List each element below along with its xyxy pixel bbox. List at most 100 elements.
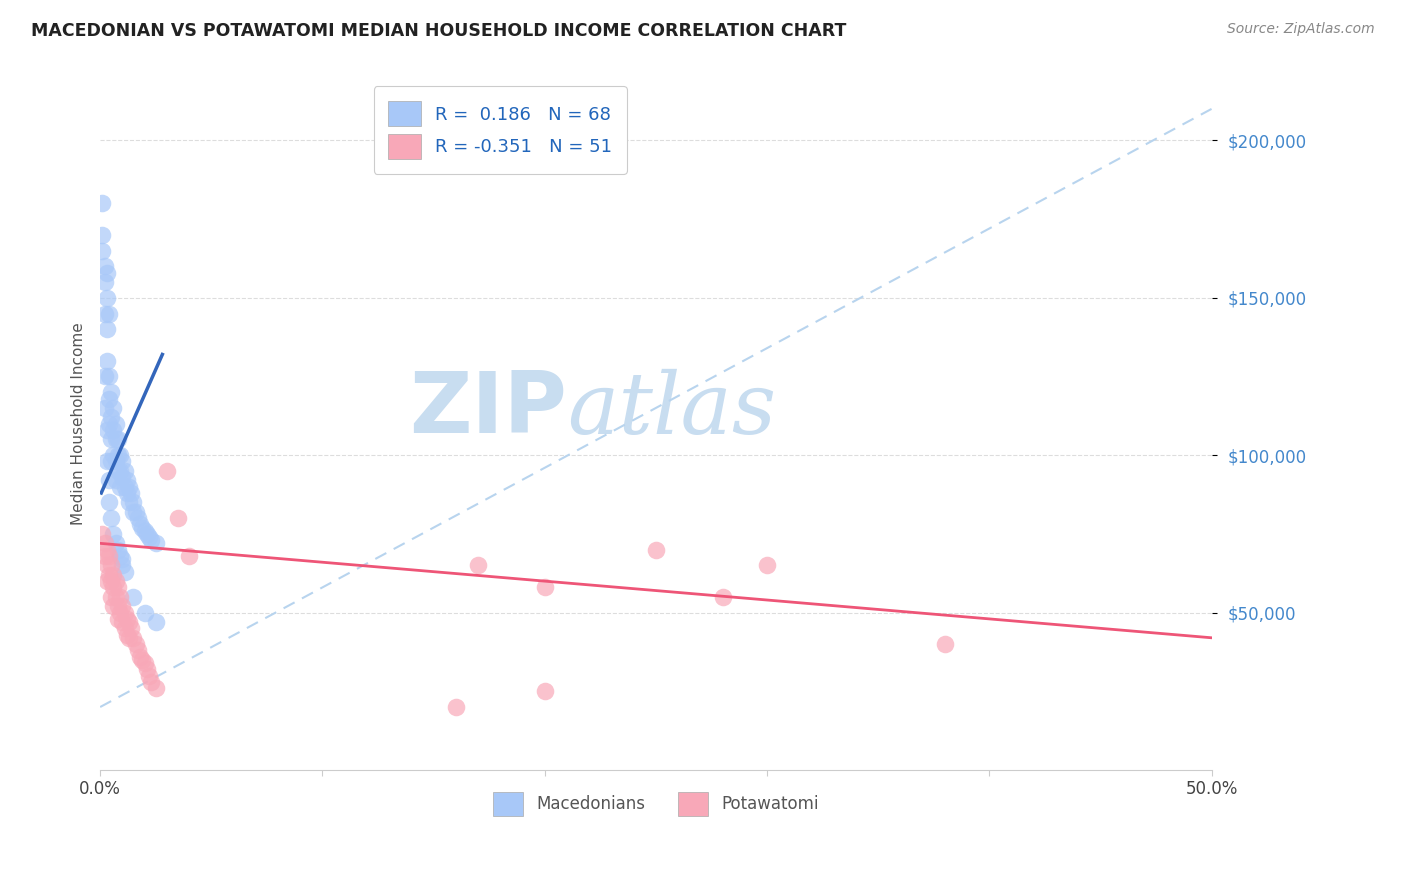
Point xyxy=(93,401,115,415)
Point xyxy=(125,637,148,651)
Point xyxy=(104,454,127,468)
Point xyxy=(108,606,131,620)
Point xyxy=(114,606,136,620)
Point xyxy=(711,590,734,604)
Legend: Macedonians, Potawatomi: Macedonians, Potawatomi xyxy=(484,784,827,824)
Point xyxy=(96,423,118,437)
Point xyxy=(93,536,115,550)
Point xyxy=(111,599,134,614)
Point xyxy=(138,668,160,682)
Point xyxy=(100,511,122,525)
Point xyxy=(120,621,142,635)
Point xyxy=(934,637,956,651)
Point xyxy=(177,549,200,563)
Point xyxy=(96,291,118,305)
Point xyxy=(115,486,138,500)
Point xyxy=(104,590,127,604)
Point xyxy=(107,599,129,614)
Point xyxy=(96,574,118,588)
Point xyxy=(103,423,125,437)
Point xyxy=(100,454,122,468)
Point xyxy=(111,454,134,468)
Point xyxy=(98,392,121,406)
Point xyxy=(91,227,114,242)
Point xyxy=(118,615,141,629)
Point xyxy=(134,524,156,538)
Point xyxy=(104,433,127,447)
Point xyxy=(156,464,179,478)
Point xyxy=(103,448,125,462)
Point xyxy=(122,495,145,509)
Point xyxy=(96,454,118,468)
Point xyxy=(467,558,489,573)
Point xyxy=(93,260,115,274)
Point xyxy=(145,536,167,550)
Point xyxy=(111,615,134,629)
Point xyxy=(111,558,134,573)
Point xyxy=(108,549,131,563)
Point xyxy=(100,590,122,604)
Point xyxy=(107,464,129,478)
Point xyxy=(98,474,121,488)
Point xyxy=(93,369,115,384)
Point xyxy=(96,322,118,336)
Point xyxy=(134,606,156,620)
Point xyxy=(93,275,115,289)
Point xyxy=(131,520,153,534)
Point xyxy=(96,558,118,573)
Point xyxy=(118,495,141,509)
Point xyxy=(141,674,163,689)
Point xyxy=(533,581,555,595)
Point xyxy=(135,527,157,541)
Point xyxy=(108,448,131,462)
Point xyxy=(98,369,121,384)
Point xyxy=(122,590,145,604)
Text: atlas: atlas xyxy=(567,368,776,451)
Point xyxy=(107,581,129,595)
Point xyxy=(107,448,129,462)
Point xyxy=(122,631,145,645)
Point xyxy=(131,653,153,667)
Point xyxy=(444,700,467,714)
Point xyxy=(145,681,167,695)
Point xyxy=(96,542,118,557)
Point xyxy=(114,621,136,635)
Point xyxy=(96,353,118,368)
Text: MACEDONIAN VS POTAWATOMI MEDIAN HOUSEHOLD INCOME CORRELATION CHART: MACEDONIAN VS POTAWATOMI MEDIAN HOUSEHOL… xyxy=(31,22,846,40)
Point xyxy=(91,527,114,541)
Point xyxy=(118,480,141,494)
Point xyxy=(103,581,125,595)
Point xyxy=(114,480,136,494)
Point xyxy=(141,533,163,548)
Point xyxy=(98,307,121,321)
Point xyxy=(100,410,122,425)
Point xyxy=(167,511,190,525)
Point xyxy=(103,599,125,614)
Point xyxy=(100,433,122,447)
Point xyxy=(100,385,122,400)
Point xyxy=(104,474,127,488)
Point xyxy=(115,474,138,488)
Point xyxy=(103,527,125,541)
Point xyxy=(114,565,136,579)
Point xyxy=(103,401,125,415)
Point xyxy=(98,417,121,431)
Point xyxy=(127,643,149,657)
Point xyxy=(122,505,145,519)
Point xyxy=(93,549,115,563)
Point xyxy=(129,649,152,664)
Point xyxy=(108,464,131,478)
Point xyxy=(100,574,122,588)
Point xyxy=(135,662,157,676)
Point xyxy=(98,549,121,563)
Point xyxy=(129,517,152,532)
Point xyxy=(91,196,114,211)
Text: ZIP: ZIP xyxy=(409,368,567,451)
Point xyxy=(96,266,118,280)
Point xyxy=(127,511,149,525)
Point xyxy=(125,505,148,519)
Point xyxy=(100,558,122,573)
Point xyxy=(98,495,121,509)
Point xyxy=(111,470,134,484)
Point xyxy=(93,307,115,321)
